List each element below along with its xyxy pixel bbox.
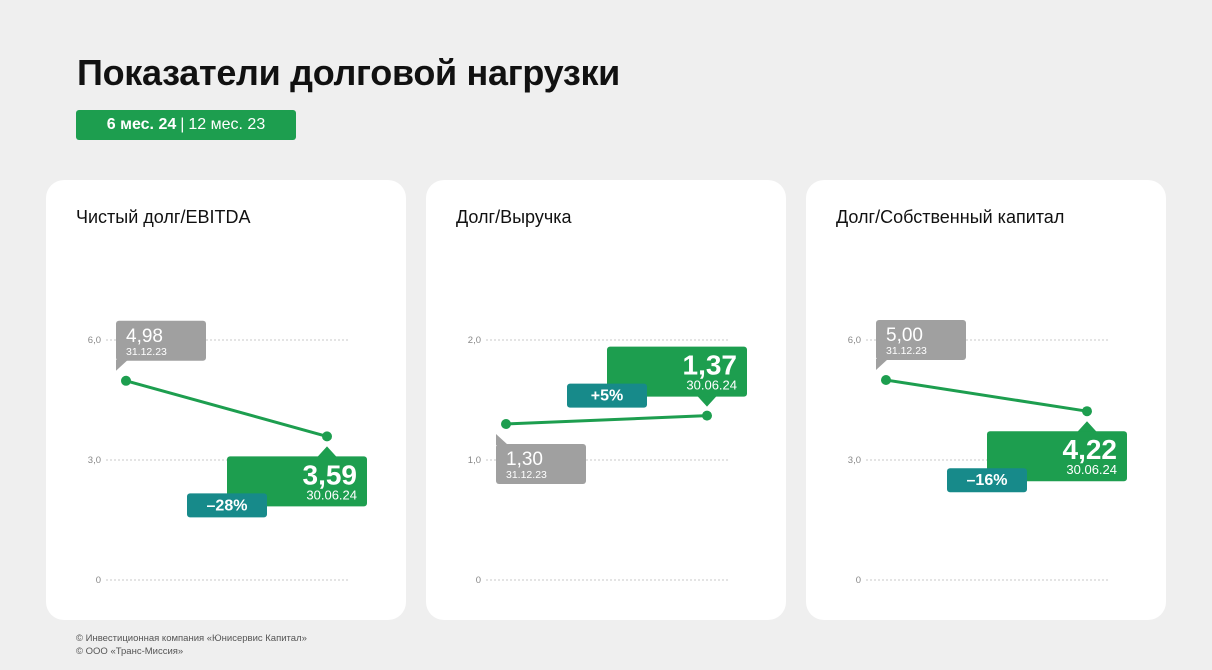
data-label-value: 4,22 [1063, 434, 1118, 465]
label-box [116, 320, 206, 361]
y-tick-label: 6,0 [88, 335, 101, 346]
label-pointer [496, 434, 508, 445]
data-label-value: 1,30 [506, 449, 543, 470]
label-pointer [1077, 421, 1097, 433]
change-badge: –16% [947, 468, 1027, 493]
y-tick-label: 0 [96, 575, 101, 586]
data-point [1082, 406, 1092, 417]
footer-copyright-2: © ООО «Транс-Миссия» [76, 646, 184, 657]
label-pointer [876, 359, 888, 370]
period-active[interactable]: 6 мес. 24 [106, 116, 177, 133]
change-badge-box [567, 383, 647, 408]
y-tick-label: 0 [856, 575, 861, 586]
change-badge: +5% [567, 383, 647, 408]
data-label-date: 30.06.24 [306, 487, 357, 502]
y-tick-label: 1,0 [468, 455, 481, 466]
y-tick-label: 3,0 [88, 455, 101, 466]
chart-card-debt-equity: Долг/Собственный капитал 0 3,0 6,0 5,00 31.1… [806, 180, 1166, 620]
data-label-date: 31.12.23 [126, 346, 167, 358]
data-label-value: 5,00 [886, 325, 923, 346]
change-badge-box [947, 468, 1027, 493]
period-separator: | [180, 116, 185, 133]
data-point [121, 375, 131, 386]
y-tick-label: 2,0 [468, 335, 481, 346]
footer-copyright-1: © Инвестиционная компания «Юнисервис Кап… [76, 633, 307, 644]
page-title: Показатели долговой нагрузки [77, 52, 621, 93]
data-label-date: 30.06.24 [1066, 462, 1117, 477]
change-badge-value: –28% [207, 497, 248, 514]
footer: © Инвестиционная компания «Юнисервис Кап… [76, 632, 307, 658]
series-line [124, 379, 329, 438]
period-selector[interactable]: 6 мес. 24 | 12 мес. 23 [76, 110, 296, 140]
data-point [501, 419, 511, 429]
data-label-value: 1,37 [683, 350, 738, 381]
label-pointer [697, 395, 717, 407]
data-label-value: 3,59 [303, 459, 358, 490]
chart-title: Долг/Собственный капитал [836, 207, 1065, 227]
change-badge: –28% [187, 493, 267, 518]
chart-title: Чистый долг/EBITDA [76, 207, 251, 227]
change-badge-value: +5% [591, 388, 623, 405]
chart-card-debt-revenue: Долг/Выручка 0 1,0 2,0 1,30 31.12.23 1,37 30.0… [426, 180, 786, 620]
y-tick-label: 6,0 [848, 335, 861, 346]
y-tick-label: 0 [476, 575, 481, 586]
change-badge-box [187, 493, 267, 518]
chart-card-net-debt-ebitda: Чистый долг/EBITDA 0 3,0 6,0 4,98 31.12.23 3,… [46, 180, 406, 620]
data-point [322, 431, 332, 442]
y-tick-label: 3,0 [848, 455, 861, 466]
change-badge-value: –16% [967, 472, 1008, 489]
data-label-date: 30.06.24 [686, 378, 737, 393]
label-pointer [116, 359, 128, 371]
data-label-date: 31.12.23 [506, 469, 547, 481]
data-point [881, 375, 891, 385]
series-line [884, 378, 1089, 413]
data-label-value: 4,98 [126, 326, 163, 347]
label-pointer [317, 446, 337, 458]
period-inactive[interactable]: 12 мес. 23 [188, 116, 266, 133]
label-box [496, 444, 586, 484]
label-box [876, 320, 966, 360]
data-point [702, 410, 712, 421]
chart-title: Долг/Выручка [456, 207, 572, 227]
data-label-date: 31.12.23 [886, 345, 927, 357]
series-line [504, 414, 709, 426]
